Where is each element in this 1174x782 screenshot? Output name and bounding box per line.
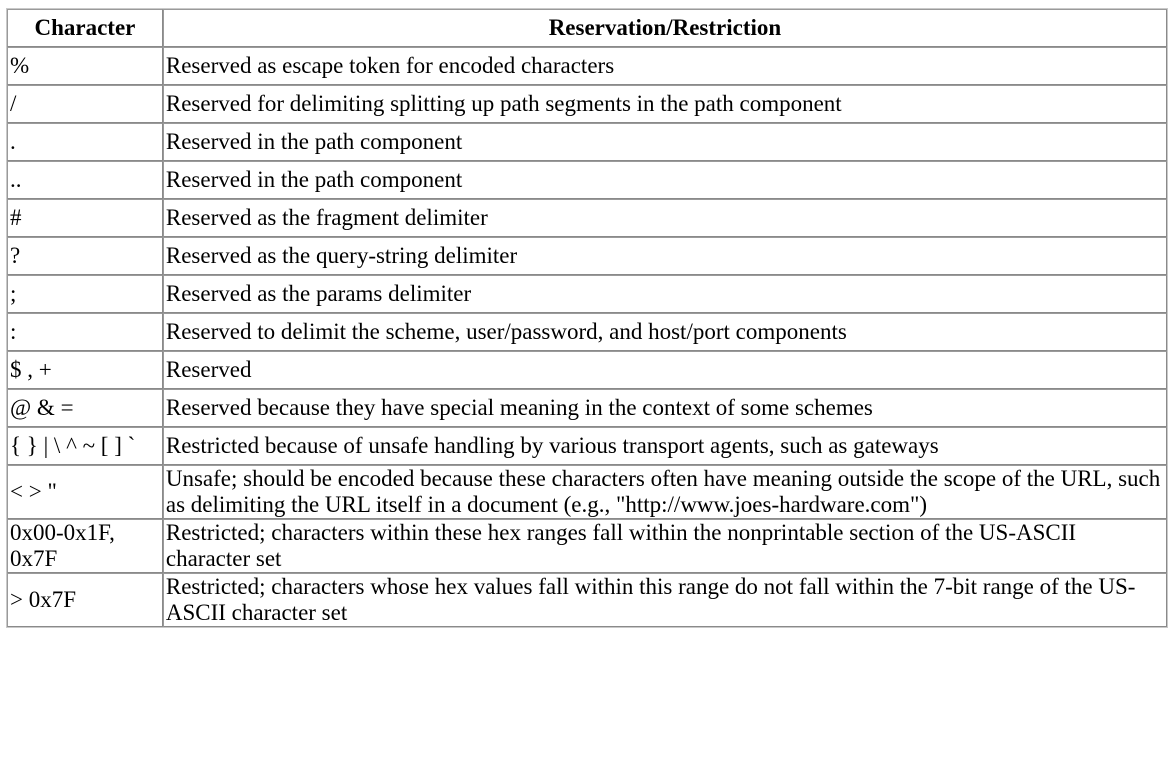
description-cell: Restricted; characters within these hex …	[162, 519, 1167, 573]
description-cell: Reserved as the params delimiter	[162, 275, 1167, 313]
table-row: . Reserved in the path component	[7, 123, 1167, 161]
table-row: : Reserved to delimit the scheme, user/p…	[7, 313, 1167, 351]
description-cell: Reserved	[162, 351, 1167, 389]
character-cell: @ & =	[7, 389, 163, 427]
table-row: { } | \ ^ ~ [ ] ` Restricted because of …	[7, 427, 1167, 465]
description-cell: Restricted because of unsafe handling by…	[162, 427, 1167, 465]
description-cell: Reserved for delimiting splitting up pat…	[162, 85, 1167, 123]
character-cell: :	[7, 313, 163, 351]
table-row: / Reserved for delimiting splitting up p…	[7, 85, 1167, 123]
character-cell: ..	[7, 161, 163, 199]
character-cell: #	[7, 199, 163, 237]
character-cell: < > "	[7, 465, 163, 519]
description-cell: Reserved in the path component	[162, 123, 1167, 161]
table-row: 0x00-0x1F, 0x7F Restricted; characters w…	[7, 519, 1167, 573]
character-cell: .	[7, 123, 163, 161]
table-row: ; Reserved as the params delimiter	[7, 275, 1167, 313]
description-cell: Reserved as the query-string delimiter	[162, 237, 1167, 275]
character-cell: > 0x7F	[7, 573, 163, 627]
character-cell: 0x00-0x1F, 0x7F	[7, 519, 163, 573]
table-row: > 0x7F Restricted; characters whose hex …	[7, 573, 1167, 627]
character-cell: %	[7, 47, 163, 85]
description-cell: Unsafe; should be encoded because these …	[162, 465, 1167, 519]
table-row: .. Reserved in the path component	[7, 161, 1167, 199]
description-cell: Reserved as the fragment delimiter	[162, 199, 1167, 237]
character-cell: ?	[7, 237, 163, 275]
description-cell: Reserved because they have special meani…	[162, 389, 1167, 427]
table-header-row: Character Reservation/Restriction	[7, 9, 1167, 47]
character-cell: $ , +	[7, 351, 163, 389]
character-cell: ;	[7, 275, 163, 313]
table-row: # Reserved as the fragment delimiter	[7, 199, 1167, 237]
column-header-reservation: Reservation/Restriction	[162, 9, 1167, 47]
description-cell: Reserved in the path component	[162, 161, 1167, 199]
table-row: < > " Unsafe; should be encoded because …	[7, 465, 1167, 519]
table-row: ? Reserved as the query-string delimiter	[7, 237, 1167, 275]
column-header-character: Character	[7, 9, 163, 47]
reserved-characters-table-container: Character Reservation/Restriction % Rese…	[6, 8, 1168, 628]
character-cell: { } | \ ^ ~ [ ] `	[7, 427, 163, 465]
table-row: % Reserved as escape token for encoded c…	[7, 47, 1167, 85]
reserved-characters-table: Character Reservation/Restriction % Rese…	[6, 8, 1168, 628]
description-cell: Reserved as escape token for encoded cha…	[162, 47, 1167, 85]
table-row: $ , + Reserved	[7, 351, 1167, 389]
description-cell: Reserved to delimit the scheme, user/pas…	[162, 313, 1167, 351]
character-cell: /	[7, 85, 163, 123]
description-cell: Restricted; characters whose hex values …	[162, 573, 1167, 627]
table-row: @ & = Reserved because they have special…	[7, 389, 1167, 427]
